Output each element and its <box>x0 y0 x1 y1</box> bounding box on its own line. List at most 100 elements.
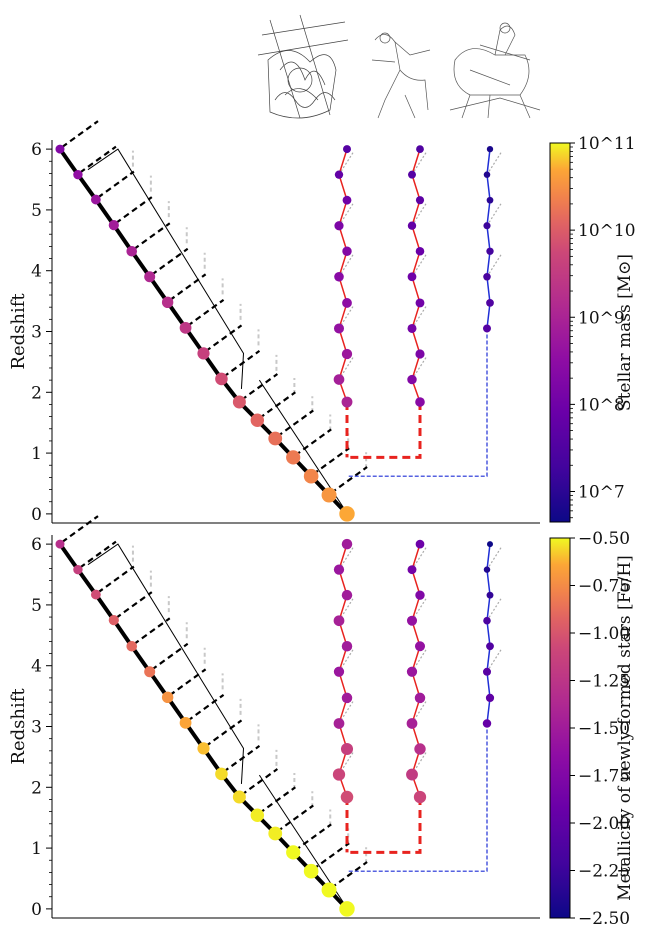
side-stub <box>411 203 427 227</box>
y-tick-label: 2 <box>31 778 42 798</box>
colorbar-tick-label: −1.00 <box>578 624 630 644</box>
tree-outline <box>87 148 245 389</box>
y-tick-label: 6 <box>31 140 42 160</box>
tree-rung <box>240 768 279 796</box>
main-branch-point <box>161 691 174 704</box>
main-branch-point <box>303 863 319 879</box>
main-branch-point <box>321 882 337 898</box>
side-branch-point <box>341 692 353 704</box>
side-stub <box>486 254 502 278</box>
side-branch-point <box>407 374 417 385</box>
colorbar-tick-label: −1.50 <box>578 719 630 739</box>
side-branch-point <box>407 323 417 333</box>
main-branch-point <box>232 790 246 804</box>
side-branch-point <box>415 196 425 205</box>
colorbar-tick-label: 10^9 <box>578 308 625 328</box>
side-branch-point <box>413 790 427 804</box>
side-branch-point <box>343 145 351 154</box>
side-branch-point <box>342 246 352 256</box>
y-tick-label: 3 <box>31 718 42 738</box>
side-branch-point <box>334 271 344 282</box>
side-branch-point <box>486 247 494 255</box>
main-branch-point <box>73 564 83 575</box>
tree-rung <box>312 447 350 476</box>
main-branch-point <box>321 487 337 503</box>
side-branch-point <box>341 396 353 408</box>
side-branch-point <box>487 541 493 548</box>
side-branch-point <box>333 718 345 729</box>
side-branch-point <box>333 323 345 334</box>
y-tick-label: 4 <box>31 657 42 677</box>
tree-rung <box>222 745 261 773</box>
side-branch-point <box>341 641 353 652</box>
y-tick-label: 5 <box>31 201 42 221</box>
side-branch-point <box>334 170 344 179</box>
side-stub <box>486 649 502 673</box>
main-branch-point <box>303 468 319 484</box>
hydra-constellation-icon <box>257 14 349 119</box>
colorbar <box>549 142 571 523</box>
side-branch-point <box>486 299 494 307</box>
tree-rung <box>240 373 279 401</box>
main-branch-point <box>55 539 65 549</box>
side-branch-point <box>333 374 345 385</box>
side-branch-line-progenitor-c <box>486 544 491 724</box>
main-branch-point <box>268 826 283 841</box>
colorbar-tick-label: −0.75 <box>578 577 630 597</box>
tree-rung <box>61 515 99 544</box>
tree-rung <box>258 391 296 420</box>
colorbar-tick-label: −2.50 <box>578 909 630 929</box>
tree-rung <box>222 350 261 378</box>
merger-link-progenitor-b <box>347 402 422 459</box>
side-branch-point <box>414 641 426 652</box>
side-branch-point <box>485 693 495 703</box>
main-branch-point <box>197 347 210 360</box>
side-branch-point <box>415 246 425 256</box>
y-tick-label: 3 <box>31 323 42 343</box>
side-branch-point <box>486 591 494 599</box>
tree-rung <box>115 196 153 225</box>
side-branch-line-progenitor-c <box>486 149 491 329</box>
main-branch-point <box>286 845 301 860</box>
tree-outline <box>87 543 245 784</box>
side-branch-point <box>482 667 492 676</box>
main-branch-point <box>215 372 228 386</box>
side-branch-point <box>486 145 494 153</box>
side-branch-point <box>340 790 354 804</box>
side-branch-point <box>408 170 416 179</box>
side-branch-point <box>415 298 425 308</box>
tree-rung <box>79 540 117 569</box>
side-branch-point <box>414 692 426 704</box>
tree-rung <box>204 324 243 353</box>
main-branch-point <box>144 666 156 678</box>
merger-link-progenitor-b <box>347 797 422 854</box>
tree-rung <box>204 719 243 748</box>
side-branch-point <box>415 539 425 549</box>
side-branch-point <box>486 196 494 204</box>
side-branch-point <box>414 743 426 755</box>
side-branch-point <box>416 145 424 153</box>
top-panel: 0 1 2 3 4 5 6 Redshift 10^7 10^8 10^9 10^10 10^11 Ste… <box>8 120 636 525</box>
tree-rung <box>151 642 189 671</box>
side-branch-point <box>342 298 352 308</box>
main-branch-line <box>58 542 349 911</box>
tree-rung <box>186 693 225 722</box>
sagittarius-constellation-icon <box>449 22 541 119</box>
side-stub <box>486 152 502 175</box>
side-branch-point <box>415 397 425 407</box>
y-axis-label: Redshift <box>8 293 29 370</box>
y-tick-label: 5 <box>31 596 42 616</box>
colorbar-tick-label: 10^7 <box>578 483 625 503</box>
main-branch-point <box>90 589 101 600</box>
side-branch-point <box>332 768 346 781</box>
tree-rung <box>330 861 368 889</box>
main-branch-line <box>58 147 349 516</box>
tree-rung <box>79 145 117 174</box>
merger-link-progenitor-c <box>347 328 488 477</box>
colorbar-label: Metallicity of newly-formed stars [Fe/H] <box>615 555 635 901</box>
colorbar <box>549 537 571 919</box>
main-branch-point <box>73 169 83 180</box>
side-branch-point <box>486 642 494 651</box>
tree-rung <box>133 222 171 251</box>
